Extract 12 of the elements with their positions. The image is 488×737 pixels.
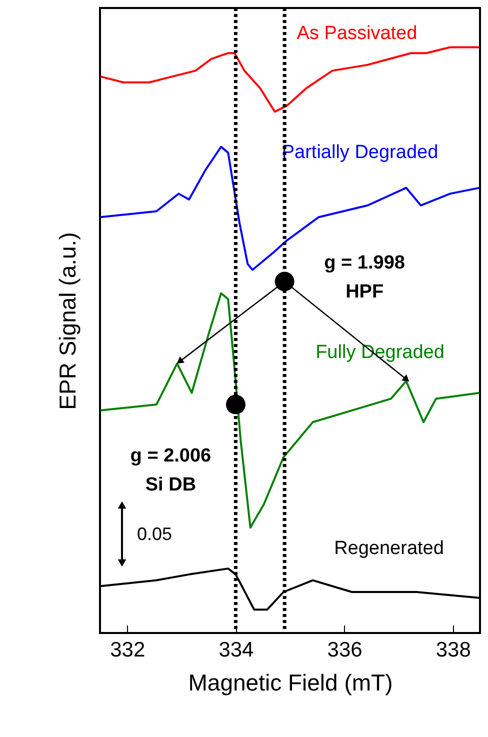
x-tick-label: 336 (327, 638, 362, 662)
y-axis-title: EPR Signal (a.u.) (54, 232, 80, 410)
x-tick-label: 334 (218, 638, 254, 662)
x-axis-title: Magnetic Field (mT) (188, 670, 393, 696)
series-label: Regenerated (334, 538, 444, 559)
series-label: As Passivated (296, 23, 418, 44)
x-tick-label: 332 (110, 638, 146, 662)
annotation: g = 2.006 Si DB (130, 446, 212, 496)
x-tick-label: 338 (436, 638, 471, 662)
series-label: Partially Degraded (282, 142, 438, 163)
annotation: g = 1.998 HPF (324, 252, 405, 303)
annotation: 0.05 (137, 524, 172, 544)
